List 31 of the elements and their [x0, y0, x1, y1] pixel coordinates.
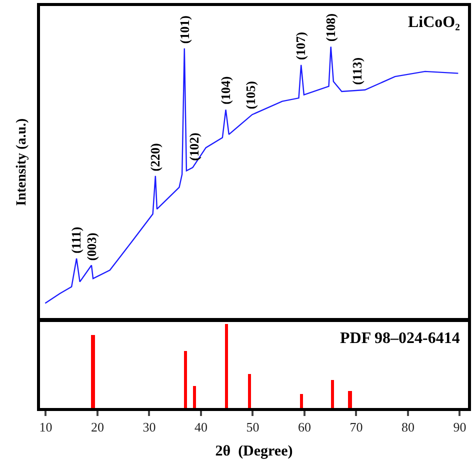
x-tick-label: 40: [194, 420, 208, 435]
bar: [184, 351, 187, 408]
x-tick-label: 30: [142, 420, 156, 435]
x-tick-label: 70: [350, 420, 363, 435]
bar: [248, 374, 251, 408]
y-axis-title: Intensity (a.u.): [14, 118, 30, 206]
annotation: (101): [177, 16, 192, 44]
annotation: (113): [350, 57, 365, 85]
bar: [348, 391, 352, 408]
bar: [193, 386, 196, 408]
x-tick-label: 80: [401, 420, 414, 435]
annotation: (108): [323, 13, 338, 42]
bar: [91, 335, 95, 408]
annotation: (111): [68, 226, 84, 254]
annotation: (102): [186, 132, 202, 161]
annotation: (003): [84, 232, 100, 261]
x-tick-label: 20: [90, 420, 104, 435]
annotation: (104): [218, 76, 234, 104]
annotation: PDF 98–024-6414: [340, 330, 460, 347]
annotation: (220): [147, 143, 162, 172]
x-tick-label: 50: [246, 420, 260, 435]
annotation: (107): [293, 32, 308, 60]
x-tick-label: 90: [453, 420, 466, 435]
x-tick-label: 60: [298, 420, 311, 435]
text: LiCoO₂: [408, 14, 460, 31]
annotation: (105): [243, 81, 258, 110]
x-axis-title: 2θ (Degree): [215, 444, 293, 460]
bar: [300, 394, 303, 408]
bar: [225, 324, 228, 408]
x-tick-label: 10: [39, 420, 52, 435]
bar: [331, 380, 334, 408]
